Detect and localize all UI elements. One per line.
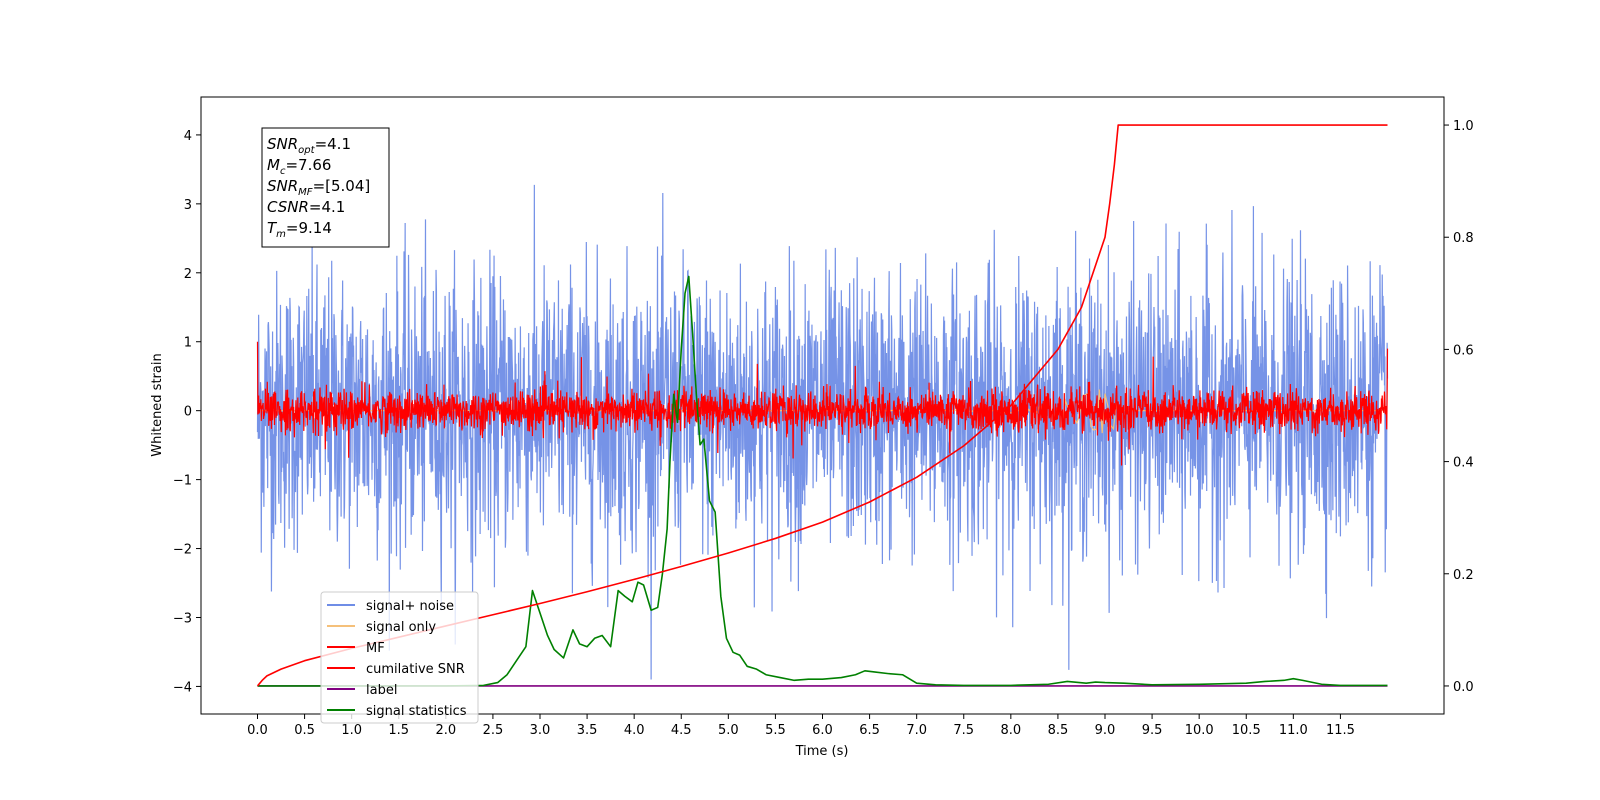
legend-items: signal+ noise signal only MF cumilative SNR… bbox=[327, 599, 467, 719]
x-tick-label: 4.5 bbox=[671, 723, 692, 738]
y-right-tick-label: 0.8 bbox=[1453, 231, 1474, 246]
info-box-frame bbox=[261, 127, 390, 248]
info-tm: Tm=9.14 bbox=[267, 219, 332, 240]
x-tick-label: 6.0 bbox=[812, 723, 833, 738]
y-left-tick-label: 0 bbox=[184, 405, 192, 420]
info-tm-value: =9.14 bbox=[286, 219, 332, 237]
y-axis-label: Whitened strain bbox=[150, 353, 165, 456]
x-tick-label: 11.5 bbox=[1326, 723, 1355, 738]
x-tick-label: 5.0 bbox=[718, 723, 739, 738]
x-tick-label: 0.5 bbox=[294, 723, 315, 738]
legend-item-label: cumilative SNR bbox=[366, 662, 465, 677]
y-left-tick-label: 4 bbox=[184, 129, 192, 144]
info-snr-mf-value: =[5.04] bbox=[313, 177, 371, 195]
legend-frame bbox=[320, 591, 479, 724]
x-tick-label: 2.0 bbox=[435, 723, 456, 738]
info-box: SNRopt=4.1 Mc=7.66 SNRMF=[5.04] CSNR=4.1… bbox=[261, 127, 390, 248]
info-snr-mf: SNRMF=[5.04] bbox=[267, 177, 370, 198]
y-left-tick-label: 1 bbox=[184, 336, 192, 351]
series-mf bbox=[256, 341, 1389, 466]
x-tick-label: 4.0 bbox=[624, 723, 645, 738]
info-csnr: CSNR=4.1 bbox=[267, 198, 345, 216]
x-tick-label: 3.0 bbox=[530, 723, 551, 738]
x-tick-label: 9.0 bbox=[1095, 723, 1116, 738]
series-signal-statistics bbox=[257, 275, 1388, 687]
x-tick-label: 5.5 bbox=[765, 723, 786, 738]
info-snr-opt: SNRopt=4.1 bbox=[267, 135, 351, 156]
x-tick-label: 6.5 bbox=[859, 723, 880, 738]
y-left-tick-label: −1 bbox=[173, 474, 192, 489]
info-csnr-value: =4.1 bbox=[309, 198, 345, 216]
y-left-tick-label: 2 bbox=[184, 267, 192, 282]
y-left-tick-label: 3 bbox=[184, 198, 192, 213]
info-mc-value: =7.66 bbox=[285, 156, 331, 174]
info-snr-opt-value: =4.1 bbox=[315, 135, 351, 153]
info-snr-opt-sub: opt bbox=[298, 145, 315, 156]
x-tick-label: 1.0 bbox=[341, 723, 362, 738]
legend-item-label: signal statistics bbox=[366, 704, 467, 719]
info-mc-sub: c bbox=[280, 166, 286, 177]
legend-item-label: label bbox=[366, 683, 397, 698]
x-tick-label: 9.5 bbox=[1142, 723, 1163, 738]
y-right-tick-label: 1.0 bbox=[1453, 119, 1474, 134]
x-tick-label: 0.0 bbox=[247, 723, 268, 738]
x-tick-label: 7.0 bbox=[906, 723, 927, 738]
x-tick-label: 11.0 bbox=[1279, 723, 1308, 738]
info-csnr-base: CSNR bbox=[267, 198, 309, 216]
y-axis-left: 4 3 2 1 0 −1 −2 −3 −4 bbox=[173, 129, 201, 695]
y-right-tick-label: 0.6 bbox=[1453, 343, 1474, 358]
x-tick-label: 2.5 bbox=[483, 723, 504, 738]
y-left-tick-label: −4 bbox=[173, 680, 192, 695]
legend-item-label: MF bbox=[366, 641, 385, 656]
x-tick-label: 7.5 bbox=[953, 723, 974, 738]
x-tick-label: 10.5 bbox=[1232, 723, 1261, 738]
legend: signal+ noise signal only MF cumilative SNR… bbox=[320, 591, 479, 724]
info-mc: Mc=7.66 bbox=[267, 156, 331, 177]
info-snr-opt-base: SNR bbox=[267, 135, 298, 153]
x-tick-label: 1.5 bbox=[388, 723, 409, 738]
legend-item-label: signal only bbox=[366, 620, 436, 635]
y-axis-right: 1.0 0.8 0.6 0.4 0.2 0.0 bbox=[1444, 119, 1474, 695]
info-snr-mf-sub: MF bbox=[298, 187, 313, 198]
y-left-tick-label: −2 bbox=[173, 543, 192, 558]
x-axis-label: Time (s) bbox=[795, 744, 849, 759]
info-tm-sub: m bbox=[276, 229, 286, 240]
y-left-tick-label: −3 bbox=[173, 611, 192, 626]
info-mc-base: M bbox=[267, 156, 280, 174]
legend-item-label: signal+ noise bbox=[366, 599, 454, 614]
info-snr-mf-base: SNR bbox=[267, 177, 298, 195]
x-tick-label: 8.0 bbox=[1000, 723, 1021, 738]
y-right-tick-label: 0.4 bbox=[1453, 456, 1474, 471]
x-tick-label: 3.5 bbox=[577, 723, 598, 738]
x-tick-label: 8.5 bbox=[1048, 723, 1069, 738]
y-right-tick-label: 0.0 bbox=[1453, 680, 1474, 695]
y-right-tick-label: 0.2 bbox=[1453, 568, 1474, 583]
info-tm-base: T bbox=[267, 219, 278, 237]
x-tick-label: 10.0 bbox=[1185, 723, 1214, 738]
x-axis: 0.0 0.5 1.0 1.5 2.0 2.5 3.0 3.5 4.0 4.5 5.0 5.5 6.0 6… bbox=[247, 714, 1355, 738]
